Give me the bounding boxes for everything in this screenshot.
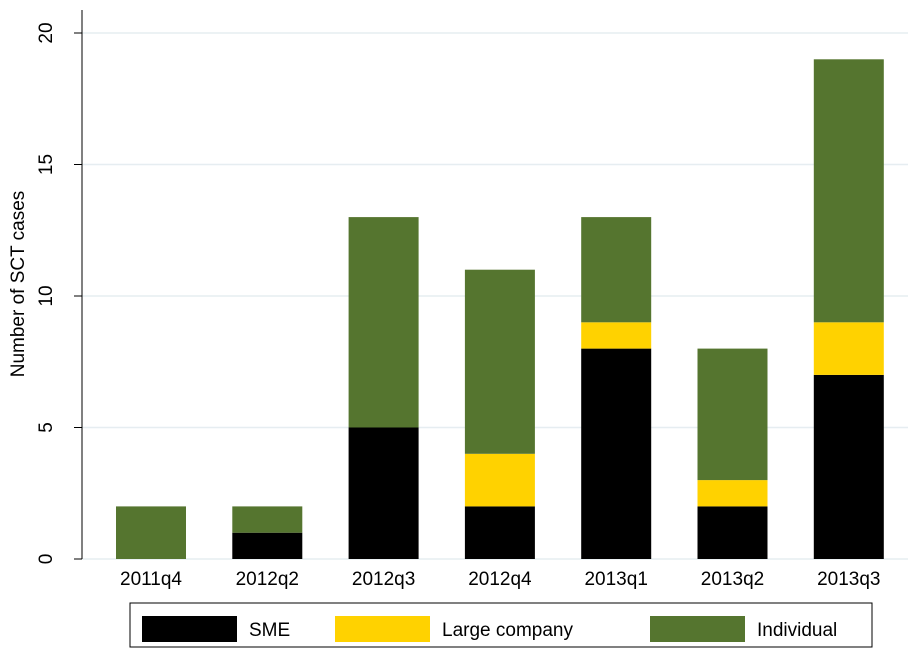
bar-segment	[581, 217, 652, 323]
x-tick-label: 2013q3	[817, 569, 880, 590]
y-tick-label: 0	[36, 554, 57, 565]
y-tick-label: 5	[36, 422, 57, 433]
bar-segment	[464, 506, 535, 559]
bar-segment	[232, 506, 303, 533]
y-axis-title: Number of SCT cases	[8, 191, 29, 378]
bar-segment	[697, 348, 768, 481]
bar-segment	[697, 506, 768, 559]
y-tick-label: 10	[36, 285, 57, 306]
bar-segment	[116, 506, 186, 559]
x-tick-label: 2013q1	[584, 569, 647, 590]
bar-segment	[348, 217, 419, 428]
x-tick-label: 2012q2	[236, 569, 299, 590]
legend-swatch	[650, 616, 745, 642]
y-tick-label: 20	[36, 22, 57, 43]
legend-swatch	[142, 616, 237, 642]
bar-segment	[813, 59, 884, 323]
legend-swatch	[335, 616, 430, 642]
bar-segment	[348, 427, 419, 559]
x-tick-label: 2012q4	[468, 569, 532, 590]
legend-label: Large company	[442, 620, 573, 641]
bar-segment	[464, 453, 535, 507]
bar-segment	[581, 322, 652, 349]
bar-segment	[697, 480, 768, 507]
x-tick-label: 2011q4	[120, 569, 182, 590]
bar-segment	[813, 374, 884, 559]
legend-label: Individual	[757, 620, 837, 641]
legend-label: SME	[249, 620, 290, 641]
bar-segment	[232, 532, 303, 559]
bar-segment	[581, 348, 652, 559]
legend-box	[129, 602, 873, 648]
x-tick-label: 2012q3	[352, 569, 415, 590]
y-tick-label: 15	[36, 154, 57, 175]
bar-segment	[464, 269, 535, 454]
bar-segment	[813, 322, 884, 375]
x-tick-label: 2013q2	[701, 569, 764, 590]
